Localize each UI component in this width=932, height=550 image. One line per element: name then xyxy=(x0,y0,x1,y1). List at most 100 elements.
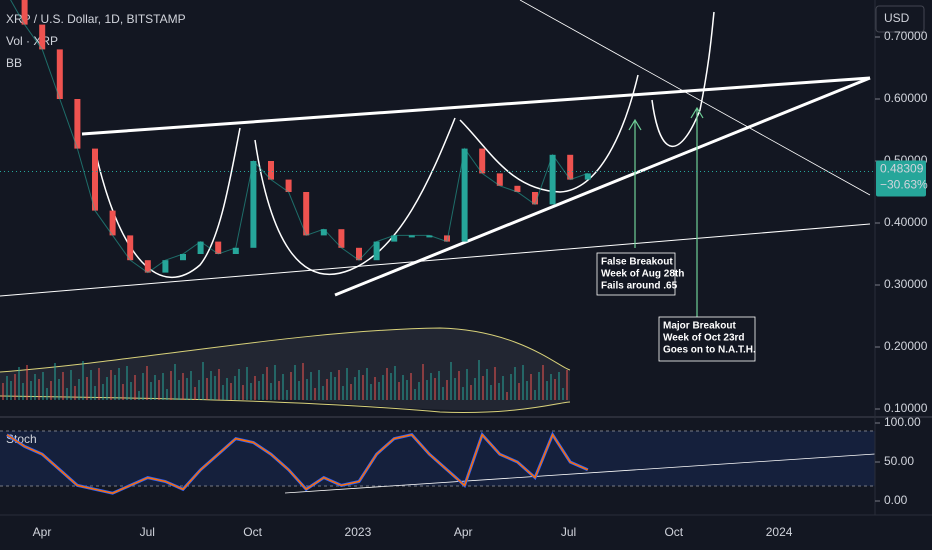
volume-bar xyxy=(286,390,288,400)
volume-bar xyxy=(118,368,120,400)
resistance-line xyxy=(519,0,871,196)
volume-bar xyxy=(158,380,160,400)
volume-bar xyxy=(186,378,188,400)
volume-bar xyxy=(174,364,176,400)
volume-bar xyxy=(314,388,316,400)
volume-bar xyxy=(502,376,504,400)
volume-bar xyxy=(474,378,476,400)
volume-bar xyxy=(238,369,240,400)
volume-bar xyxy=(134,375,136,400)
volume-bar xyxy=(274,365,276,400)
volume-bar xyxy=(26,365,28,400)
volume-bar xyxy=(522,365,524,400)
volume-bar xyxy=(378,382,380,400)
volume-bar xyxy=(398,382,400,400)
volume-bar xyxy=(534,390,536,400)
volume-bar xyxy=(450,362,452,400)
currency-label[interactable]: USD xyxy=(884,11,910,25)
price-tick-label: 0.40000 xyxy=(884,215,928,229)
volume-bar xyxy=(370,384,372,400)
volume-bar xyxy=(526,381,528,400)
candle xyxy=(391,235,398,242)
stoch-band xyxy=(0,431,875,486)
triangle-bottom xyxy=(334,76,871,297)
candle xyxy=(408,235,415,238)
volume-bar xyxy=(30,381,32,400)
cup-curves xyxy=(94,11,715,278)
volume-bar xyxy=(486,369,488,400)
volume-bar xyxy=(374,377,376,400)
volume-bar xyxy=(250,383,252,400)
currency-button[interactable] xyxy=(875,5,925,33)
volume-bar xyxy=(42,372,44,400)
volume-bar xyxy=(338,370,340,400)
candle xyxy=(180,254,186,261)
candle xyxy=(549,154,556,205)
volume-bar xyxy=(90,370,92,400)
volume-bar xyxy=(146,366,148,400)
last-price: 0.48309 xyxy=(880,162,924,176)
volume-bar xyxy=(38,379,40,400)
volume-bar xyxy=(58,379,60,400)
volume-bar xyxy=(514,367,516,400)
volume-bar xyxy=(426,380,428,400)
candle xyxy=(197,241,204,254)
volume-bar xyxy=(246,367,248,400)
time-tick-label: 2023 xyxy=(345,525,372,539)
volume-bar xyxy=(258,381,260,400)
volume-bar xyxy=(6,376,8,400)
price-line xyxy=(10,0,588,274)
candle xyxy=(21,0,28,25)
volume-bar xyxy=(442,387,444,400)
volume-bar xyxy=(434,378,436,400)
volume-bar xyxy=(50,381,52,400)
volume-bar xyxy=(218,369,220,400)
volume-bar xyxy=(278,381,280,400)
volume-bar xyxy=(402,375,404,400)
volume-bar xyxy=(366,368,368,400)
candle xyxy=(514,185,521,192)
volume-bar xyxy=(234,376,236,400)
volume-bar xyxy=(254,376,256,400)
volume-bar xyxy=(306,379,308,400)
volume-bar xyxy=(46,388,48,400)
volume-bar xyxy=(14,374,16,400)
volume-bar xyxy=(362,375,364,400)
volume-bar xyxy=(62,372,64,400)
volume-bar xyxy=(154,375,156,400)
volume-bar xyxy=(562,388,564,400)
volume-bar xyxy=(102,384,104,400)
volume-bar xyxy=(106,377,108,400)
volume-bar xyxy=(226,378,228,400)
volume-bar xyxy=(550,374,552,400)
breakout-arrows xyxy=(628,106,704,318)
triangle-top xyxy=(81,76,871,136)
candle xyxy=(584,173,591,180)
volume-bar xyxy=(202,362,204,400)
volume-bar xyxy=(470,385,472,400)
volume-bar xyxy=(546,381,548,400)
candle xyxy=(127,235,134,261)
volume-bar xyxy=(142,373,144,400)
volume-bar xyxy=(446,380,448,400)
stoch-tick-label: 0.00 xyxy=(884,493,908,507)
candle xyxy=(250,161,257,248)
volume-bar xyxy=(182,373,184,400)
volume-bar xyxy=(66,388,68,400)
volume-bar xyxy=(214,376,216,400)
volume-bar xyxy=(330,372,332,400)
stoch-label: Stoch xyxy=(6,432,37,446)
volume-bar xyxy=(386,368,388,400)
time-tick-label: Apr xyxy=(33,525,52,539)
annotation-text: Week of Oct 23rd xyxy=(663,333,745,344)
volume-bar xyxy=(10,381,12,400)
candle xyxy=(479,148,486,174)
volume-bar xyxy=(126,366,128,400)
time-tick-label: Apr xyxy=(454,525,473,539)
candle xyxy=(567,154,574,180)
volume-bar xyxy=(410,373,412,400)
volume-bar xyxy=(558,372,560,400)
price-badge xyxy=(876,160,926,197)
